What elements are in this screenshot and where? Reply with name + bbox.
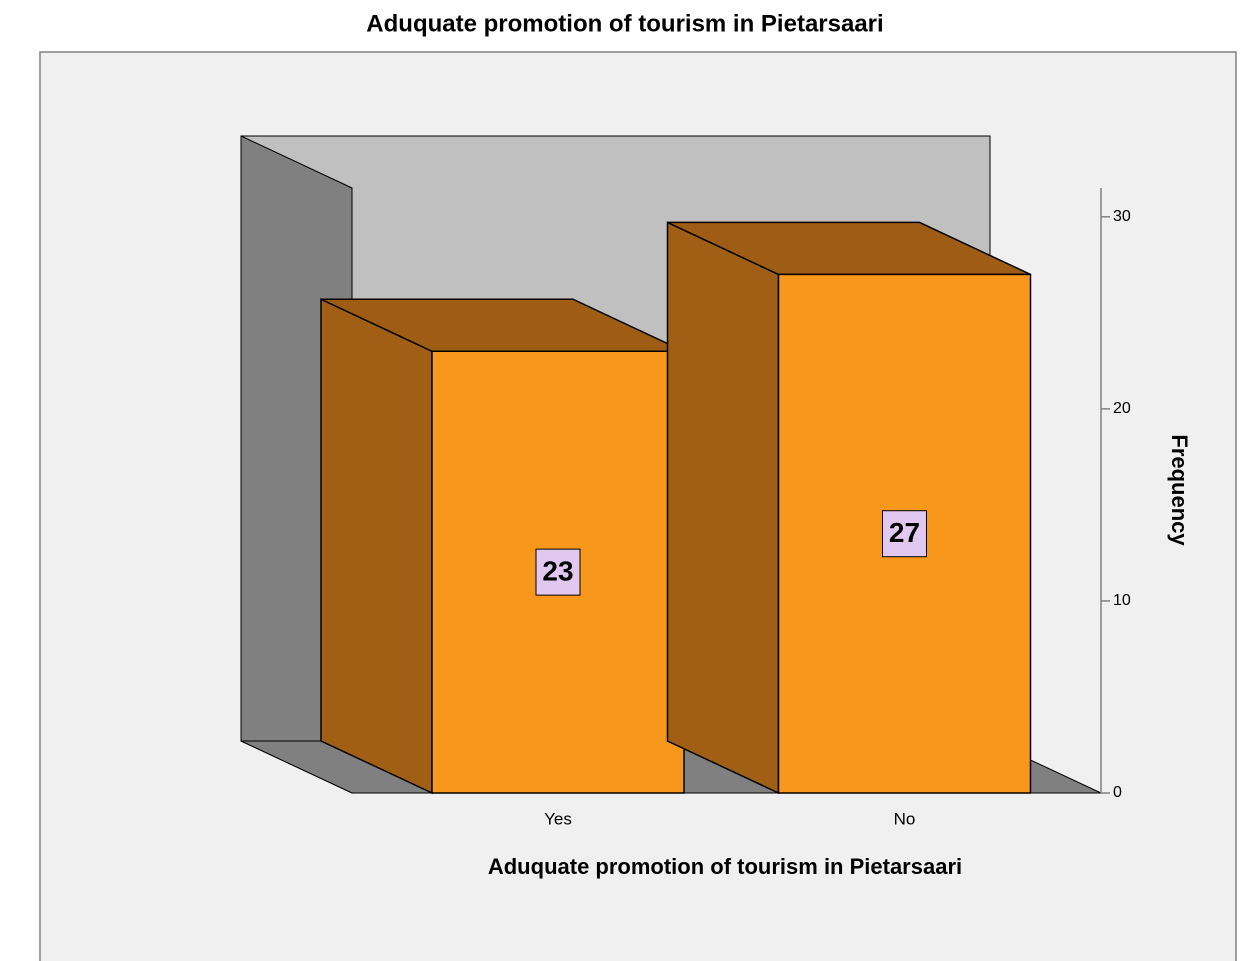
bar-side bbox=[320, 298, 433, 795]
data-label-box bbox=[882, 510, 927, 558]
y-tick-label: 0 bbox=[1113, 784, 1122, 801]
y-tick-label: 30 bbox=[1113, 208, 1131, 225]
x-tick-label: No bbox=[894, 809, 916, 828]
y-tick-label: 20 bbox=[1113, 400, 1131, 417]
chart-title: Aduquate promotion of tourism in Pietars… bbox=[366, 10, 883, 37]
data-label: 27 bbox=[889, 517, 920, 548]
y-tick-label: 10 bbox=[1113, 592, 1131, 609]
x-axis-title: Aduquate promotion of tourism in Pietars… bbox=[488, 854, 962, 879]
bar-side bbox=[666, 221, 780, 795]
x-tick-label: Yes bbox=[544, 809, 572, 828]
data-label-box bbox=[535, 548, 581, 596]
y-axis-title: Frequency bbox=[1167, 434, 1192, 546]
data-label: 23 bbox=[542, 556, 573, 587]
